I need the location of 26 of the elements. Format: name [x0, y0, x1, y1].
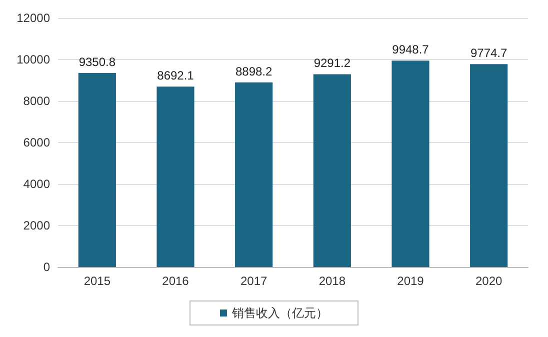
x-tick-label: 2019	[397, 274, 424, 288]
y-tick-label: 0	[43, 260, 50, 274]
bar	[235, 82, 273, 267]
x-tick-label: 2017	[240, 274, 268, 288]
data-label: 9774.7	[470, 46, 508, 60]
y-tick-label: 8000	[23, 94, 50, 108]
y-tick-label: 10000	[16, 52, 50, 66]
data-label: 8692.1	[157, 68, 194, 83]
bar	[313, 74, 351, 267]
y-tick-label: 12000	[16, 11, 50, 25]
x-tick-label: 2020	[475, 274, 503, 288]
data-label: 9350.8	[78, 54, 116, 69]
y-tick-label: 2000	[23, 218, 50, 232]
legend-label: 销售收入（亿元）	[231, 306, 328, 320]
y-tick-label: 6000	[23, 136, 50, 150]
bar	[78, 72, 116, 267]
data-label: 9291.2	[314, 56, 351, 70]
bar	[470, 64, 508, 267]
x-tick-label: 2015	[84, 274, 111, 288]
bar	[392, 60, 430, 267]
y-tick-label: 4000	[23, 177, 50, 191]
x-tick-label: 2018	[318, 274, 346, 288]
data-label: 8898.2	[235, 64, 273, 78]
data-label: 9948.7	[392, 42, 430, 57]
bar	[156, 86, 194, 267]
x-tick-label: 2016	[162, 274, 190, 288]
